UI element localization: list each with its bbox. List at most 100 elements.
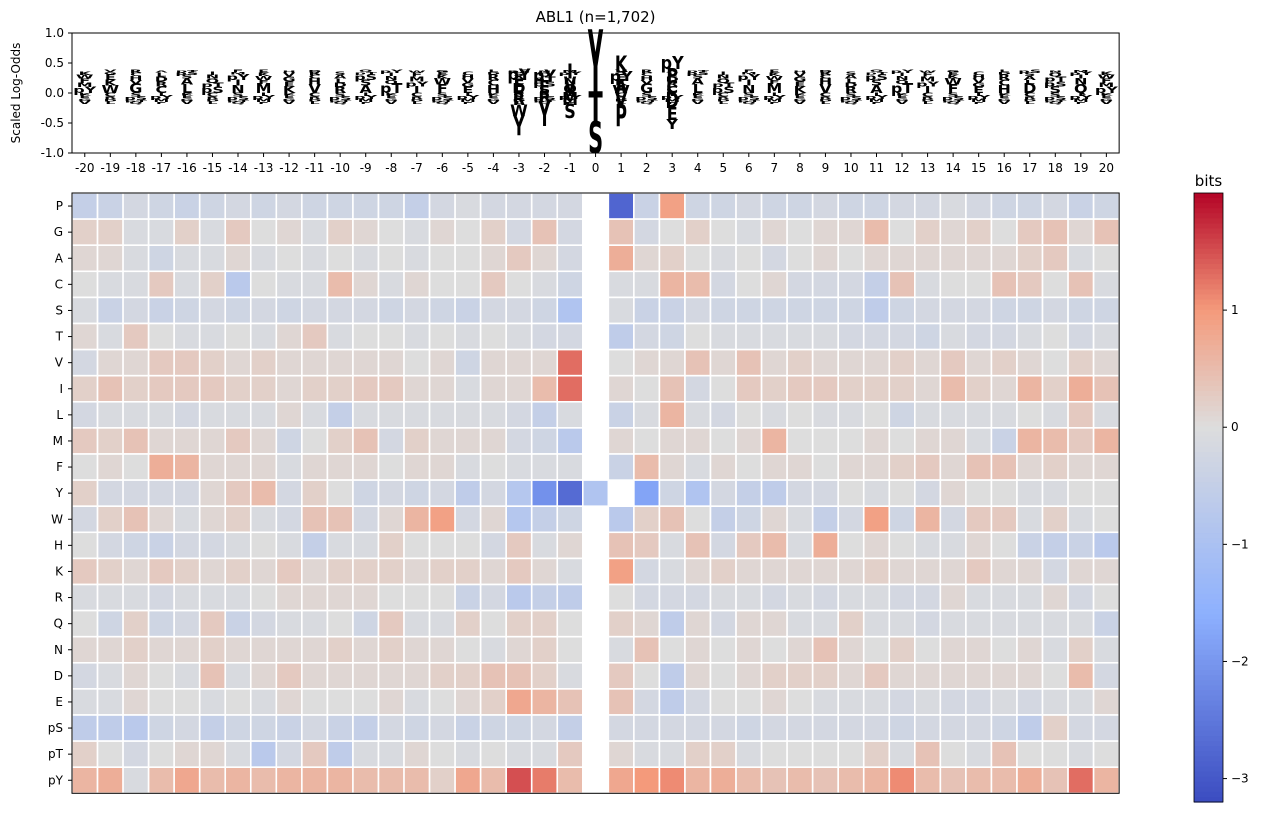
logo-letter: K <box>1100 71 1114 76</box>
heatmap-cell <box>479 688 507 716</box>
logo-xtick-label: -9 <box>360 161 372 175</box>
heatmap-cell <box>633 505 661 534</box>
heatmap-cell <box>198 505 227 534</box>
logo-letter: R <box>155 79 168 88</box>
heatmap-cell <box>811 322 839 351</box>
colorbar-tick-label: −2 <box>1231 654 1249 668</box>
heatmap-cell <box>965 557 993 586</box>
heatmap-cell <box>454 453 482 481</box>
heatmap-cell <box>811 661 839 690</box>
logo-letter: E <box>692 94 703 99</box>
logo-xtick-label: 6 <box>745 161 753 175</box>
logo-letter: L <box>310 100 321 105</box>
heatmap-cell <box>301 270 329 299</box>
heatmap-cell <box>633 661 661 690</box>
heatmap-cell <box>862 766 891 795</box>
logo-letter: K <box>896 92 910 96</box>
heatmap-cell <box>301 661 329 690</box>
heatmap-cell <box>454 322 482 351</box>
heatmap-cell <box>301 531 329 560</box>
heatmap-cell <box>122 322 150 351</box>
logo-letter: M <box>153 98 169 103</box>
logo-letter: C <box>462 71 474 76</box>
logo-letter: pY <box>661 52 685 73</box>
logo-letter: L <box>820 100 831 105</box>
heatmap-cell <box>939 244 967 273</box>
colorbar-segment <box>1194 350 1223 356</box>
heatmap-cell <box>352 192 380 220</box>
heatmap-cell <box>530 766 559 795</box>
heatmap-cell <box>939 400 967 429</box>
logo-letter: K <box>385 92 399 96</box>
heatmap-cell <box>479 348 507 377</box>
logo-letter: E <box>386 94 397 99</box>
logo-letter: W <box>255 75 273 82</box>
heatmap-cell <box>990 557 1018 586</box>
heatmap-cell <box>352 374 380 403</box>
logo-letter: L <box>488 69 499 73</box>
heatmap-cell <box>428 714 456 742</box>
heatmap-cell <box>377 348 405 377</box>
heatmap-cell <box>224 453 252 481</box>
heatmap-cell <box>837 583 865 612</box>
heatmap-cell <box>1041 244 1069 273</box>
heatmap-cell <box>479 740 507 768</box>
heatmap-cell <box>990 505 1018 534</box>
heatmap-cell <box>224 661 252 690</box>
heatmap-cell <box>914 714 942 742</box>
heatmap-cell <box>760 218 788 247</box>
logo-letter: R <box>998 72 1011 81</box>
logo-letter: H <box>793 70 806 73</box>
heatmap-cell <box>71 192 99 220</box>
heatmap-cell <box>760 427 788 455</box>
logo-letter: R <box>411 96 423 100</box>
heatmap-cell <box>147 427 175 455</box>
heatmap-cell <box>556 427 584 455</box>
logo-letter: N <box>895 75 908 82</box>
heatmap-cell <box>275 192 303 220</box>
heatmap-cell <box>122 192 150 220</box>
heatmap-cell <box>684 400 712 429</box>
logo-letter: I <box>771 92 777 97</box>
logo-xtick-label: 12 <box>894 161 909 175</box>
heatmap-cell <box>530 296 559 325</box>
heatmap-cell <box>633 427 661 455</box>
heatmap-cell <box>862 192 891 220</box>
heatmap-cell <box>122 296 150 325</box>
heatmap-cell <box>505 766 533 795</box>
logo-letter: F <box>462 101 473 104</box>
heatmap-cell <box>965 192 993 220</box>
logo-letter: H <box>461 74 474 80</box>
heatmap-cell <box>198 661 227 690</box>
heatmap-cell <box>275 635 303 664</box>
heatmap-cell <box>173 427 201 455</box>
logo-letter: S <box>513 72 525 77</box>
logo-letter: M <box>1073 69 1089 73</box>
heatmap-cell <box>198 192 227 220</box>
logo-letter: G <box>947 69 960 73</box>
heatmap-cell <box>888 348 916 377</box>
logo-letter: E <box>258 69 269 74</box>
heatmap-cell <box>709 322 737 351</box>
heatmap-cell <box>301 557 329 586</box>
heatmap-cell <box>377 192 405 220</box>
heatmap-cell <box>837 714 865 742</box>
colorbar-label: bits <box>1195 172 1223 190</box>
colorbar-segment <box>1194 756 1223 762</box>
heatmap-cell <box>428 296 456 325</box>
colorbar-segment <box>1194 533 1223 539</box>
heatmap-cell <box>352 244 380 273</box>
logo-xtick-label: -12 <box>279 161 299 175</box>
heatmap-cell <box>377 661 405 690</box>
logo-letter: M <box>766 98 782 103</box>
logo-letter: G <box>436 69 449 73</box>
heatmap-cell <box>965 583 993 612</box>
heatmap-cell <box>862 427 891 455</box>
logo-letter: D <box>614 98 627 102</box>
heatmap-cell <box>224 400 252 429</box>
heatmap-cell <box>147 505 175 534</box>
heatmap-cell <box>249 270 278 299</box>
logo-xtick-label: 15 <box>971 161 986 175</box>
heatmap-cell <box>862 374 891 403</box>
heatmap-cell <box>939 505 967 534</box>
